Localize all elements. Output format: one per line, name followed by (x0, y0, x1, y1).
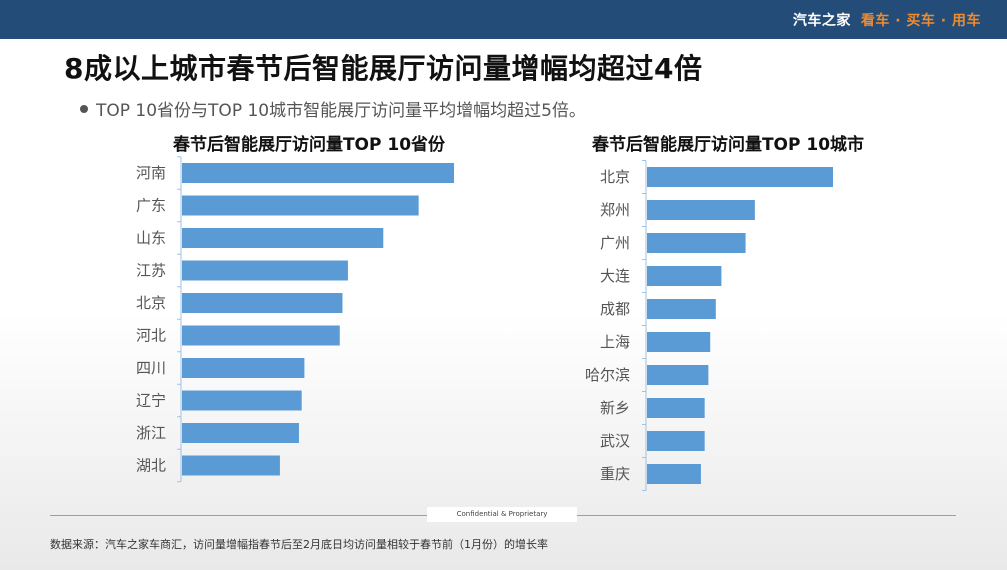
bar (647, 365, 709, 385)
category-label: 广东 (136, 197, 166, 215)
category-label: 浙江 (136, 424, 166, 442)
bar (647, 233, 746, 253)
category-label: 郑州 (600, 201, 630, 219)
bar (182, 325, 340, 346)
bar (647, 266, 722, 286)
bar (647, 431, 705, 451)
category-label: 江苏 (136, 262, 166, 280)
category-label: 四川 (136, 359, 166, 377)
chart-title: 春节后智能展厅访问量TOP 10省份 (173, 134, 446, 155)
category-label: 河南 (136, 164, 166, 182)
category-label: 武汉 (600, 432, 630, 450)
bar (647, 167, 833, 187)
bar (182, 358, 305, 378)
bar (647, 464, 701, 484)
category-label: 上海 (600, 333, 630, 351)
data-source-note: 数据来源：汽车之家车商汇，访问量增幅指春节后至2月底日均访问量相较于春节前（1月… (50, 538, 548, 551)
category-label: 北京 (600, 168, 630, 186)
bullet-dot-icon (80, 105, 88, 113)
confidential-label: Confidential & Proprietary (427, 507, 577, 522)
bar (647, 200, 755, 220)
bar (182, 195, 419, 216)
brand-slogan: 看车 · 买车 · 用车 (860, 13, 981, 29)
category-label: 哈尔滨 (585, 366, 630, 384)
bullet-text: TOP 10省份与TOP 10城市智能展厅访问量平均增幅均超过5倍。 (96, 101, 586, 121)
bar (182, 293, 343, 313)
page-title: 8成以上城市春节后智能展厅访问量增幅均超过4倍 (64, 52, 703, 85)
category-label: 新乡 (600, 399, 630, 417)
bar (182, 390, 302, 411)
category-label: 重庆 (600, 465, 630, 483)
top-banner: 汽车之家 看车 · 买车 · 用车 (0, 0, 1007, 39)
category-label: 广州 (600, 234, 630, 252)
bar (647, 398, 705, 418)
bar (182, 260, 348, 281)
bar (182, 423, 299, 443)
category-label: 大连 (600, 267, 630, 285)
bar (182, 163, 454, 183)
category-label: 河北 (136, 327, 166, 345)
brand-logo: 汽车之家 看车 · 买车 · 用车 (793, 10, 981, 30)
category-label: 山东 (136, 229, 166, 247)
category-label: 北京 (136, 294, 166, 312)
bar (647, 332, 711, 352)
brand-name: 汽车之家 (792, 13, 851, 29)
category-label: 辽宁 (136, 392, 166, 410)
bar (182, 228, 384, 248)
category-label: 成都 (600, 300, 630, 318)
bar (182, 455, 280, 476)
category-label: 湖北 (136, 457, 166, 475)
chart-title: 春节后智能展厅访问量TOP 10城市 (592, 134, 864, 155)
bullet-point: TOP 10省份与TOP 10城市智能展厅访问量平均增幅均超过5倍。 (80, 96, 586, 121)
bar (647, 299, 716, 319)
